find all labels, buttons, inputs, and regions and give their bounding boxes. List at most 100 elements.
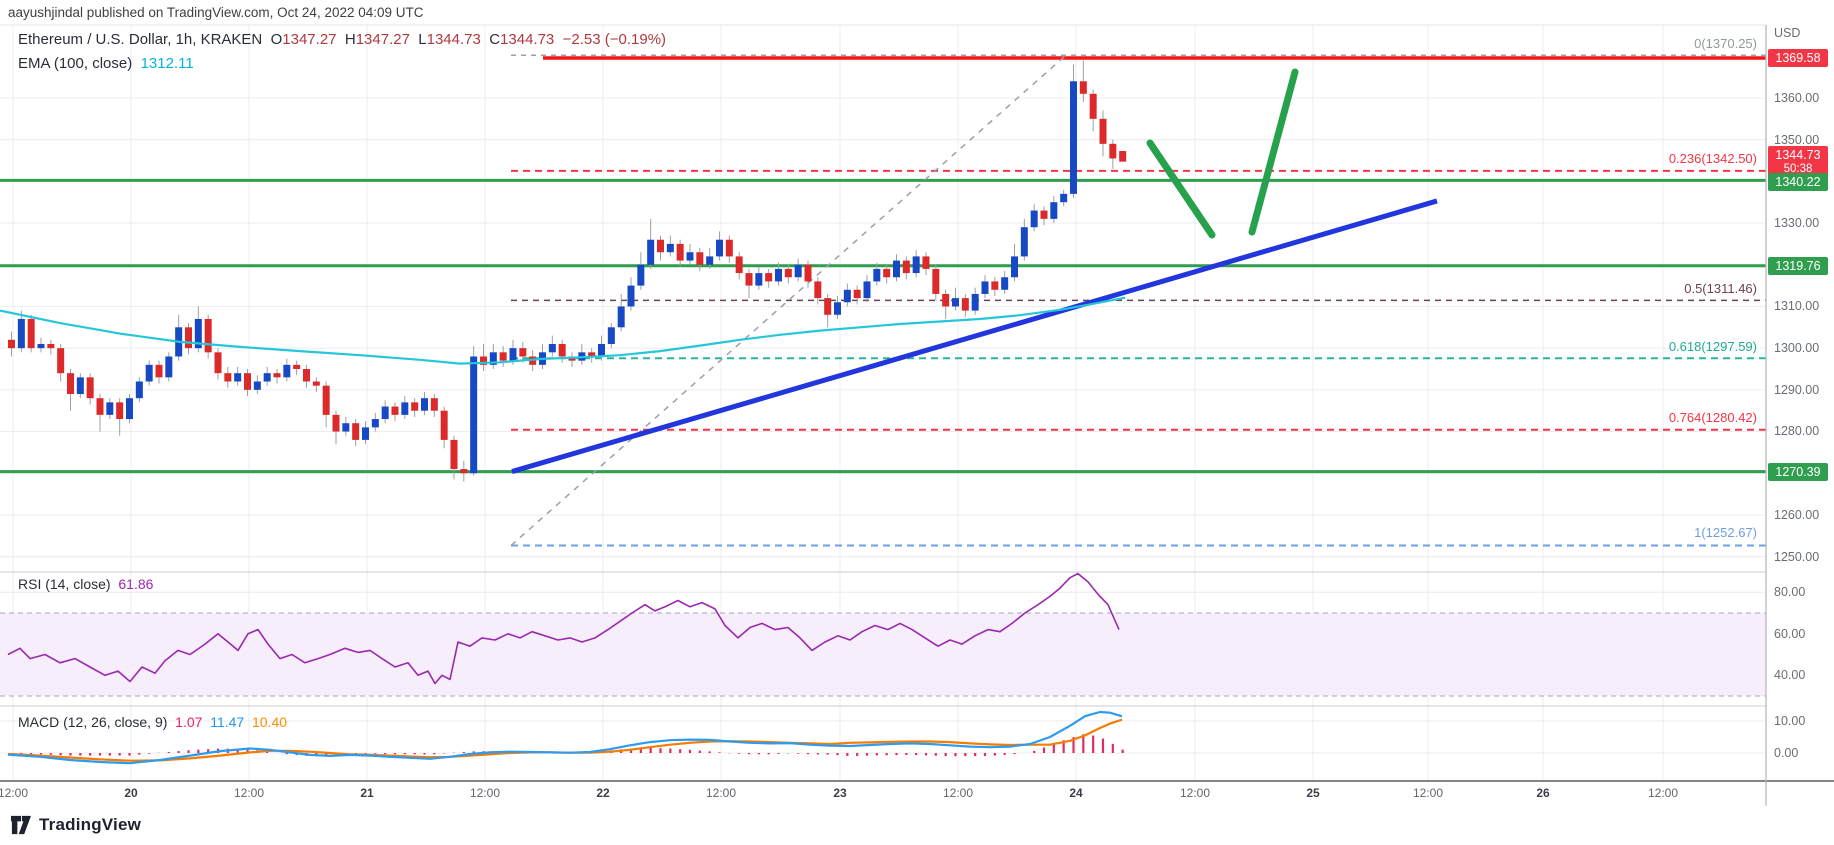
candle-up xyxy=(17,318,25,349)
macd-line-value: 11.47 xyxy=(210,714,245,730)
candle-up xyxy=(194,318,202,349)
price-axis-tick[interactable]: 1360.00 xyxy=(1774,91,1820,105)
candle-up xyxy=(637,264,645,286)
macd-axis-tick[interactable]: 0.00 xyxy=(1774,746,1799,760)
fib-level-label: 1(1252.67) xyxy=(1694,525,1757,540)
candle-down xyxy=(656,239,664,253)
ohlc-open-value: 1347.27 xyxy=(282,31,337,48)
time-axis-tick[interactable]: 26 xyxy=(1536,786,1550,800)
candle-up xyxy=(342,423,350,432)
candle-down xyxy=(27,318,35,349)
macd-axis-tick[interactable]: 10.00 xyxy=(1774,714,1806,728)
price-axis-tick[interactable]: 1250.00 xyxy=(1774,550,1820,564)
time-axis-tick[interactable]: 12:00 xyxy=(1179,786,1211,800)
rsi-legend[interactable]: RSI (14, close) 61.86 xyxy=(18,576,153,592)
published-byline: aayushjindal published on TradingView.co… xyxy=(8,5,424,20)
time-axis-tick[interactable]: 20 xyxy=(124,786,138,800)
candle-up xyxy=(361,427,369,440)
tag-price: 1344.73 xyxy=(1775,148,1821,162)
candle-up xyxy=(1001,277,1009,290)
candle-down xyxy=(96,398,104,415)
candle-down xyxy=(1089,93,1097,119)
time-axis-tick[interactable]: 12:00 xyxy=(1647,786,1679,800)
price-axis-tick[interactable]: 1300.00 xyxy=(1774,341,1820,355)
price-axis-tick[interactable]: 1310.00 xyxy=(1774,299,1820,313)
candle-up xyxy=(283,364,291,378)
footer-logo[interactable]: TradingView xyxy=(10,815,141,835)
candle-down xyxy=(499,352,507,361)
candle-up xyxy=(647,239,655,265)
symbol-legend-row-main[interactable]: Ethereum / U.S. Dollar, 1h, KRAKEN O1347… xyxy=(18,28,666,52)
candle-up xyxy=(706,256,714,265)
tradingview-wordmark: TradingView xyxy=(39,815,142,834)
time-axis-tick[interactable]: 22 xyxy=(596,786,610,800)
price-axis-tick[interactable]: 1330.00 xyxy=(1774,216,1820,230)
candle-up xyxy=(617,306,625,328)
candle-down xyxy=(1099,118,1107,144)
candle-down xyxy=(47,343,55,349)
time-axis-tick[interactable]: 24 xyxy=(1069,786,1083,800)
candle-down xyxy=(391,406,399,415)
candle-down xyxy=(735,256,743,274)
time-axis-tick[interactable]: 12:00 xyxy=(942,786,974,800)
ema-legend-row[interactable]: EMA (100, close) 1312.11 xyxy=(18,52,666,76)
rsi-axis-tick[interactable]: 40.00 xyxy=(1774,668,1806,682)
candle-down xyxy=(1109,143,1117,159)
time-axis-tick[interactable]: 12:00 xyxy=(0,786,29,800)
candle-down xyxy=(430,398,438,411)
candle-up xyxy=(381,406,389,420)
candle-up xyxy=(627,285,635,307)
price-axis-tick[interactable]: 1290.00 xyxy=(1774,383,1820,397)
price-axis-tick[interactable]: 1350.00 xyxy=(1774,133,1820,147)
candle-down xyxy=(450,439,458,470)
candle-down xyxy=(922,256,930,269)
time-axis-tick[interactable]: 12:00 xyxy=(469,786,501,800)
candle-up xyxy=(135,381,143,399)
candle-up xyxy=(489,352,497,365)
price-axis-tick[interactable]: 1260.00 xyxy=(1774,508,1820,522)
candle-up xyxy=(106,402,114,415)
candle-down xyxy=(243,373,251,390)
ohlc-high-key: H xyxy=(344,31,356,48)
candle-down xyxy=(332,414,340,432)
macd-legend[interactable]: MACD (12, 26, close, 9) 1.07 11.47 10.40 xyxy=(18,714,287,730)
candle-down xyxy=(204,318,212,353)
candle-down xyxy=(991,281,999,290)
time-axis-tick[interactable]: 12:00 xyxy=(1412,786,1444,800)
fib-level-label: 0.764(1280.42) xyxy=(1668,410,1757,425)
candle-down xyxy=(942,293,950,307)
candle-down xyxy=(1040,210,1048,219)
candle-up xyxy=(1020,227,1028,257)
time-axis-tick[interactable]: 21 xyxy=(360,786,374,800)
candle-up xyxy=(1050,202,1058,219)
candle-down xyxy=(696,252,704,265)
current-price-tag: 1344.73 50:38 xyxy=(1768,146,1828,178)
candle-up xyxy=(509,348,517,361)
candle-down xyxy=(883,268,891,278)
price-axis-tick[interactable]: 1280.00 xyxy=(1774,424,1820,438)
candle-up xyxy=(145,364,153,382)
candle-up xyxy=(981,281,989,294)
price-change: −2.53 (−0.19%) xyxy=(562,31,667,48)
candle-down xyxy=(961,298,969,311)
candle-up xyxy=(548,343,556,353)
time-axis-tick[interactable]: 12:00 xyxy=(233,786,265,800)
candle-down xyxy=(273,373,281,378)
level-price-tag: 1270.39 xyxy=(1768,463,1828,481)
time-axis-tick[interactable]: 25 xyxy=(1306,786,1320,800)
ema-line xyxy=(0,296,1126,365)
time-axis-tick[interactable]: 23 xyxy=(833,786,847,800)
candle-up xyxy=(597,343,605,357)
candle-up xyxy=(715,239,723,257)
candle-down xyxy=(479,356,487,365)
candle-down xyxy=(57,348,65,374)
time-axis-tick[interactable]: 12:00 xyxy=(705,786,737,800)
macd-line xyxy=(7,710,1123,765)
tag-price: 1319.76 xyxy=(1775,259,1821,273)
rsi-axis-tick[interactable]: 80.00 xyxy=(1774,585,1806,599)
rsi-axis-tick[interactable]: 60.00 xyxy=(1774,627,1806,641)
candle-up xyxy=(1030,210,1038,228)
candle-up xyxy=(755,273,763,286)
